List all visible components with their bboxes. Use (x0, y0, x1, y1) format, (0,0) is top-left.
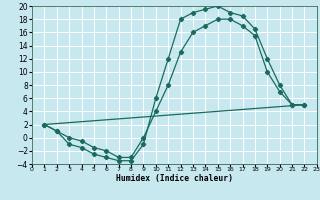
X-axis label: Humidex (Indice chaleur): Humidex (Indice chaleur) (116, 174, 233, 183)
